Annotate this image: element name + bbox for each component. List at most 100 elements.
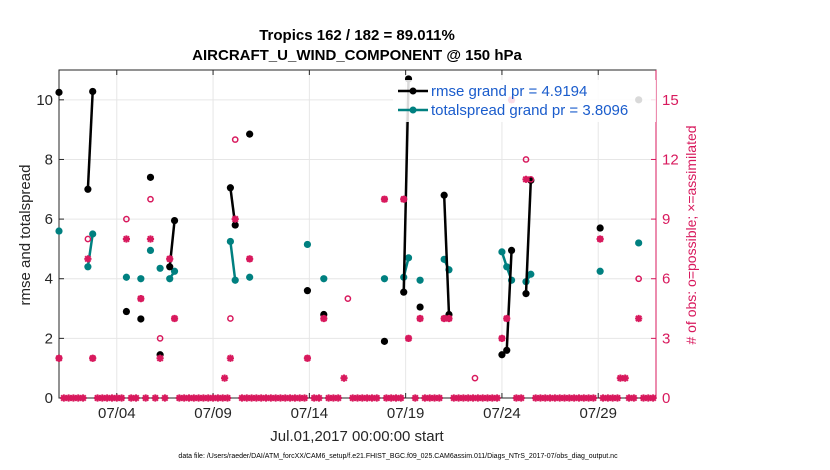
rmse-point [596,224,604,232]
obs-zero-marker [272,394,280,402]
obs-zero-marker [204,394,212,402]
obs-assimilated-marker [320,314,328,323]
obs-zero-marker [455,394,463,402]
obs-zero-marker [565,394,573,402]
obs-zero-marker [247,394,256,402]
y-tick-label-left: 6 [45,211,53,228]
obs-zero-marker [276,394,285,402]
chart-title-line2: AIRCRAFT_U_WIND_COMPONENT @ 150 hPa [192,47,522,64]
obs-possible-marker [156,335,164,342]
obs-zero-marker [209,394,217,402]
obs-assimilated-marker [156,354,164,362]
obs-zero-marker [488,394,496,402]
obs-assimilated-marker [226,354,234,362]
spread-point [170,267,179,275]
spread-point [146,246,155,254]
y-tick-label-right: 0 [662,390,670,407]
obs-zero-marker [649,394,657,402]
obs-zero-marker [613,394,622,402]
obs-zero-marker [74,394,82,402]
obs-zero-marker [609,394,617,402]
obs-zero-marker [243,394,251,402]
obs-assimilated-marker [122,235,131,243]
x-tick-label: 07/24 [483,405,521,422]
obs-assimilated-marker [498,334,506,342]
rmse-point [137,315,145,323]
obs-zero-marker [392,394,400,402]
rmse-point [416,303,424,311]
obs-zero-marker [469,394,477,402]
obs-assimilated-marker [170,314,179,323]
obs-assimilated-marker [416,314,424,323]
obs-zero-marker [180,394,188,402]
rmse-point [503,346,511,354]
obs-assimilated-marker [522,175,530,183]
legend-box [393,80,656,122]
x-axis-label: Jul.01,2017 00:00:00 start [270,428,444,445]
obs-zero-marker [551,394,559,402]
obs-zero-marker [199,394,208,402]
obs-zero-marker [161,394,169,402]
spread-point [380,275,389,283]
y-tick-label-right: 3 [662,330,670,347]
rmse-point [400,288,408,296]
obs-assimilated-marker [380,195,389,203]
obs-zero-marker [175,394,183,402]
obs-zero-marker [639,394,648,402]
obs-zero-marker [430,394,439,402]
obs-zero-marker [353,394,362,402]
obs-zero-marker [113,394,121,402]
obs-assimilated-marker [84,255,92,263]
obs-assimilated-marker [400,195,408,203]
obs-possible-marker [344,295,352,302]
obs-zero-marker [108,394,116,402]
obs-zero-marker [459,394,468,402]
obs-zero-marker [493,394,501,402]
obs-assimilated-marker [635,314,643,323]
obs-assimilated-marker [440,314,448,323]
spread-point [226,237,234,246]
rmse-point [55,88,63,96]
spread-point [527,270,535,278]
y-tick-label-left: 2 [45,330,53,347]
obs-zero-marker [464,394,472,402]
rmse-point [166,263,174,271]
rmse-point [122,307,131,316]
spread-point [303,240,312,249]
obs-zero-marker [98,394,106,402]
obs-zero-marker [329,394,338,402]
obs-zero-marker [541,394,549,402]
obs-zero-marker [589,394,598,402]
obs-assimilated-marker [621,374,629,382]
x-tick-label: 07/19 [387,405,425,422]
spread-point [404,254,413,262]
obs-zero-marker [214,394,222,402]
obs-zero-marker [604,394,612,402]
obs-zero-marker [630,394,638,402]
x-tick-label: 07/09 [194,405,232,422]
obs-possible-marker [84,235,92,243]
legend-rmse-marker [409,87,417,95]
spread-point [89,230,97,238]
obs-zero-marker [435,394,443,402]
obs-possible-marker [147,195,154,203]
spread-point [84,263,92,271]
obs-assimilated-marker [596,235,604,243]
chart-title-line1: Tropics 162 / 182 = 89.011% [259,27,455,44]
legend-rmse-label: rmse grand pr = 4.9194 [431,83,587,100]
obs-zero-marker [190,394,198,402]
footer-data-file: data file: /Users/raeder/DAI/ATM_forcXX/… [178,453,618,460]
obs-zero-marker [575,394,583,402]
obs-possible-marker [471,374,479,382]
obs-zero-marker [117,394,126,402]
obs-zero-marker [223,394,232,402]
obs-zero-marker [257,394,265,402]
spread-line [229,241,237,281]
rmse-point [89,87,97,96]
obs-zero-marker [373,394,381,402]
obs-zero-marker [238,394,246,402]
obs-zero-marker [363,394,371,402]
obs-zero-marker [69,394,78,402]
obs-zero-marker [281,394,289,402]
spread-point [503,263,511,271]
